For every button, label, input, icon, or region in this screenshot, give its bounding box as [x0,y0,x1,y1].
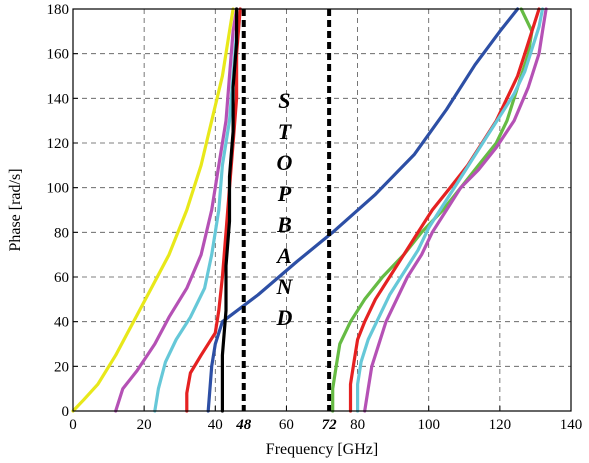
y-tick-label: 120 [47,136,70,152]
stopband-upper-label: 72 [322,417,338,433]
series-line-10 [363,7,548,413]
x-tick-label: 80 [350,417,365,433]
plot-frame [72,8,572,412]
series-line-5 [206,7,520,413]
series-line-4 [185,7,242,413]
series-line-1 [71,7,235,413]
y-tick-label: 0 [62,404,70,420]
x-tick-label: 0 [69,417,77,433]
grid-lines [73,9,571,411]
stopband-letter: D [275,305,292,330]
y-axis-label: Phase [rad/s] [7,168,24,251]
stopband-letter: T [278,119,293,144]
y-tick-label: 140 [47,91,70,107]
x-tick-label: 140 [560,417,583,433]
y-tick-label: 80 [54,225,69,241]
y-tick-label: 160 [47,47,70,63]
stopband-letter: B [276,212,292,237]
stopband-letter: S [278,88,290,113]
y-tick-label: 180 [47,2,70,18]
stopband-letter: N [275,274,293,299]
series-line-2 [114,7,239,413]
stopband-letter: O [276,150,292,175]
x-tick-label: 120 [489,417,512,433]
series-line-6 [220,7,239,413]
stopband-letter: A [275,243,292,268]
x-tick-label: 20 [137,417,152,433]
y-tick-label: 100 [47,181,70,197]
y-tick-label: 60 [54,270,69,286]
y-tick-label: 20 [54,359,69,375]
x-axis-label: Frequency [GHz] [266,441,378,458]
axis-ticks: 0 20 40 60 80 100 120 140 0 20 40 60 80 100 120 140 160 1… [47,2,583,433]
stopband-letter: P [277,181,292,206]
series-line-9 [356,7,545,413]
series-lines [71,7,548,413]
x-tick-label: 60 [279,417,294,433]
stopband-lower-label: 48 [235,417,252,433]
series-line-8 [348,7,541,413]
x-tick-label: 100 [417,417,440,433]
x-tick-label: 40 [208,417,223,433]
y-tick-label: 40 [54,315,69,331]
